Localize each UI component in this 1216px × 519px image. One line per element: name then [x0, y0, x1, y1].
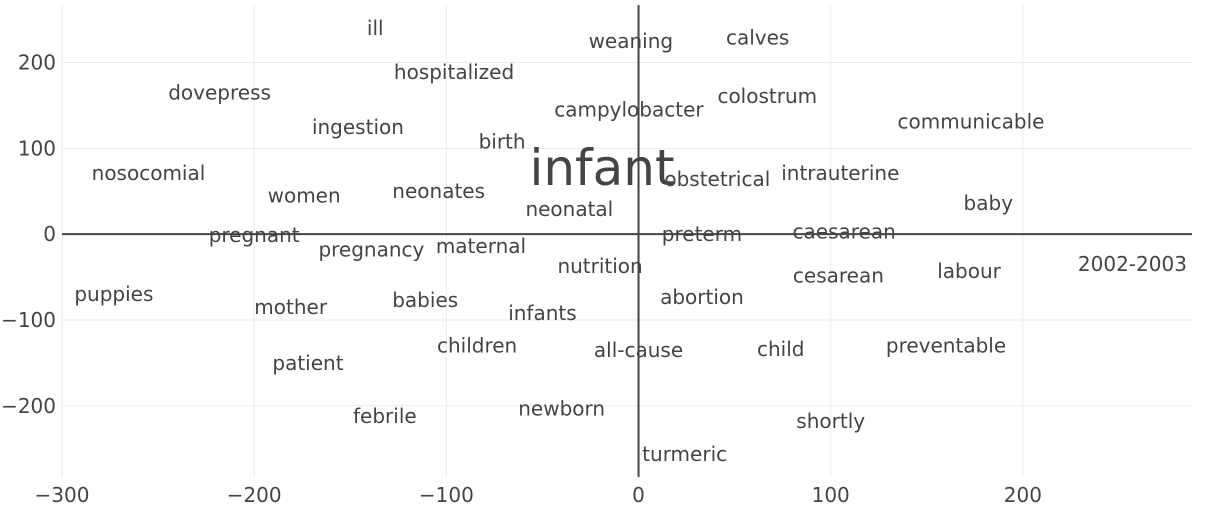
word-shortly: shortly [796, 409, 865, 433]
word-patient: patient [272, 351, 343, 375]
word-all-cause: all-cause [594, 338, 683, 362]
x-tick-label: −200 [227, 483, 282, 507]
word-child: child [757, 337, 804, 361]
word-2002-2003: 2002-2003 [1078, 252, 1187, 276]
word-puppies: puppies [74, 282, 153, 306]
y-tick-label: 0 [43, 222, 56, 246]
y-tick-label: −100 [1, 308, 56, 332]
y-tick-label: −200 [1, 394, 56, 418]
word-pregnant: pregnant [209, 223, 300, 247]
word-communicable: communicable [898, 110, 1045, 134]
word-ill: ill [367, 16, 384, 40]
word-preterm: preterm [662, 222, 742, 246]
word-newborn: newborn [518, 396, 605, 420]
word-dovepress: dovepress [168, 81, 271, 105]
word-children: children [437, 334, 517, 358]
word-nosocomial: nosocomial [92, 161, 206, 185]
word-colostrum: colostrum [717, 84, 817, 108]
word-pregnancy: pregnancy [318, 238, 424, 262]
word-neonatal: neonatal [525, 197, 613, 221]
word-birth: birth [479, 129, 526, 153]
word-infants: infants [508, 301, 576, 325]
word-cesarean: cesarean [793, 263, 884, 287]
zero-axes [62, 5, 1192, 477]
word-baby: baby [964, 191, 1014, 215]
word-babies: babies [392, 288, 458, 312]
word-campylobacter: campylobacter [554, 98, 704, 122]
word-mother: mother [254, 295, 328, 319]
word-neonates: neonates [392, 179, 485, 203]
word-nutrition: nutrition [557, 254, 642, 278]
x-tick-label: 0 [632, 483, 645, 507]
tick-labels: −300 −200 −100 0 100 200 −200 −100 0 100 200 [1, 50, 1042, 507]
x-tick-label: 100 [812, 483, 850, 507]
word-febrile: febrile [353, 404, 417, 428]
word-infant: infant [529, 139, 674, 197]
grid-lines [61, 5, 1192, 477]
word-women: women [268, 184, 341, 208]
y-tick-label: 100 [18, 136, 56, 160]
y-tick-label: 200 [18, 50, 56, 74]
word-preventable: preventable [886, 334, 1006, 358]
word-calves: calves [726, 26, 789, 50]
word-abortion: abortion [660, 285, 744, 309]
word-hospitalized: hospitalized [394, 60, 514, 84]
word-labels: infant ill weaning calves hospitalized dovepr… [74, 16, 1187, 466]
x-tick-label: −300 [35, 483, 90, 507]
word-turmeric: turmeric [642, 442, 727, 466]
word-obstetrical: obstetrical [664, 167, 770, 191]
x-tick-label: −100 [419, 483, 474, 507]
word-weaning: weaning [589, 29, 674, 53]
word-labour: labour [937, 259, 1001, 283]
x-tick-label: 200 [1004, 483, 1042, 507]
word-caesarean: caesarean [793, 220, 896, 244]
word-maternal: maternal [436, 234, 526, 258]
word-ingestion: ingestion [312, 115, 404, 139]
word-intrauterine: intrauterine [781, 161, 899, 185]
